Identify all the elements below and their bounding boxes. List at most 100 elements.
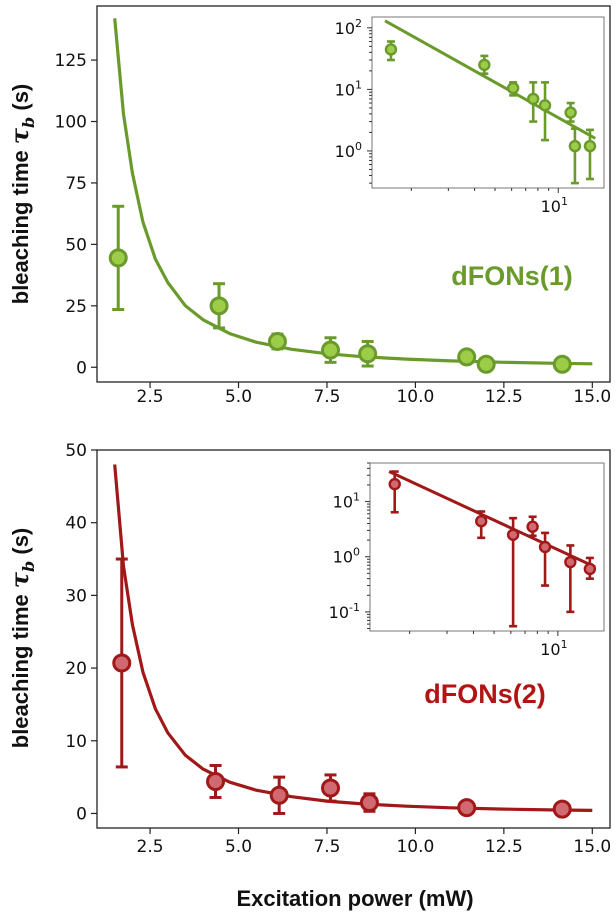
inset-data-point: [526, 520, 539, 533]
data-point: [358, 344, 378, 364]
inset-data-point: [538, 99, 552, 112]
inset-mark-layer: [388, 470, 597, 628]
inset-y-tick-label: 102: [335, 17, 362, 38]
data-point: [321, 778, 341, 798]
y-tick-label: 40: [65, 514, 87, 534]
y-tick-label: 100: [55, 113, 87, 133]
inset-y-tick-label: 101: [333, 491, 360, 512]
y-axis-label-symbol: τ: [5, 127, 34, 144]
data-point: [108, 248, 128, 268]
inset-data-point: [388, 477, 401, 491]
inset-fit-line: [388, 470, 596, 569]
inset-y-tick-exponent: 1: [355, 78, 362, 91]
inset-y-tick-label: 100: [333, 546, 360, 567]
inset-data-point: [583, 562, 597, 576]
data-point: [476, 354, 496, 374]
y-tick-label: 50: [65, 441, 87, 461]
tick-layer: 2.5 5.0 7.5 10.0 12.5 15.0 0 25 50 75 100 125: [55, 51, 612, 407]
mark-layer: [112, 464, 593, 819]
series-label: dFONs(2): [424, 679, 546, 709]
data-point: [552, 799, 572, 819]
mark-layer: [108, 18, 593, 374]
data-point: [457, 347, 477, 367]
inset-data-point: [384, 43, 398, 56]
y-axis-label-unit: (s): [8, 84, 33, 117]
y-axis-label-symbol: τ: [5, 571, 34, 588]
data-point: [209, 296, 229, 316]
data-point: [206, 771, 226, 791]
data-point: [359, 793, 379, 813]
y-tick-label: 125: [55, 51, 87, 71]
inset-y-tick-label: 101: [335, 78, 362, 99]
x-tick-label: 7.5: [313, 837, 340, 857]
inset-data-point: [478, 58, 491, 72]
inset-y-tick-label: 100: [335, 140, 362, 161]
data-point: [552, 354, 572, 374]
inset-x-tick-exponent: 1: [561, 638, 568, 651]
y-axis-label-unit: (s): [8, 528, 33, 561]
series-label: dFONs(1): [451, 261, 573, 291]
x-tick-label: 12.5: [485, 387, 523, 407]
inset-fit-line: [384, 19, 597, 140]
inset-data-point: [527, 92, 540, 106]
x-tick-label: 15.0: [573, 837, 611, 857]
x-tick-label: 12.5: [485, 837, 523, 857]
y-tick-label: 25: [65, 297, 87, 317]
inset-y-tick-exponent: 0: [353, 546, 360, 559]
plot-frame: [96, 449, 611, 829]
data-point: [269, 785, 289, 805]
data-point: [457, 798, 477, 818]
inset-y-tick-exponent: 0: [355, 140, 362, 153]
plot-frame: [96, 5, 611, 383]
y-axis-label: bleaching time τb (s): [5, 528, 38, 749]
y-axis-label-sub: b: [19, 561, 38, 572]
y-tick-label: 0: [76, 804, 87, 824]
inset-x-tick-label: 101: [541, 195, 568, 216]
x-tick-label: 10.0: [396, 387, 434, 407]
y-tick-label: 75: [65, 174, 87, 194]
inset-y-tick-exponent: 2: [355, 17, 362, 30]
x-tick-label: 2.5: [137, 837, 164, 857]
inset-y-tick-exponent: -1: [349, 601, 360, 614]
inset-mark-layer: [384, 19, 597, 185]
y-tick-label: 30: [65, 586, 87, 606]
inset-data-point: [583, 139, 597, 153]
inset-y-tick-label: 10-1: [329, 601, 360, 622]
inset-data-point: [538, 540, 552, 554]
inset-frame: [369, 462, 605, 632]
inset-frame: [371, 16, 605, 189]
inset-data-point: [568, 139, 582, 153]
inset-x-tick-exponent: 1: [561, 195, 568, 208]
data-point: [321, 340, 341, 360]
y-axis-label-main: bleaching time: [8, 144, 33, 304]
inset-y-tick-exponent: 1: [353, 491, 360, 504]
inset-data-point: [564, 106, 577, 119]
x-tick-label: 2.5: [137, 387, 164, 407]
inset-data-point: [564, 555, 577, 569]
data-point: [267, 331, 287, 351]
y-axis-label-sub: b: [19, 117, 38, 128]
y-tick-label: 50: [65, 235, 87, 255]
inset-data-point: [506, 81, 520, 95]
x-tick-label: 10.0: [396, 837, 434, 857]
y-axis-label: bleaching time τb (s): [5, 84, 38, 305]
inset-data-point: [475, 515, 488, 528]
x-tick-label: 15.0: [573, 387, 611, 407]
x-tick-label: 7.5: [313, 387, 340, 407]
x-tick-label: 5.0: [225, 387, 252, 407]
panel-dfons1: 2.5 5.0 7.5 10.0 12.5 15.0 0 25 50 75 100 125 dFONs…: [5, 5, 612, 407]
y-tick-label: 10: [65, 732, 87, 752]
inset-x-tick-label: 101: [540, 638, 567, 659]
y-tick-label: 0: [76, 358, 87, 378]
x-axis-label: Excitation power (mW): [236, 886, 473, 911]
y-axis-label-main: bleaching time: [8, 588, 33, 748]
inset-data-point: [506, 528, 520, 541]
y-tick-label: 20: [65, 659, 87, 679]
data-point: [112, 653, 132, 673]
